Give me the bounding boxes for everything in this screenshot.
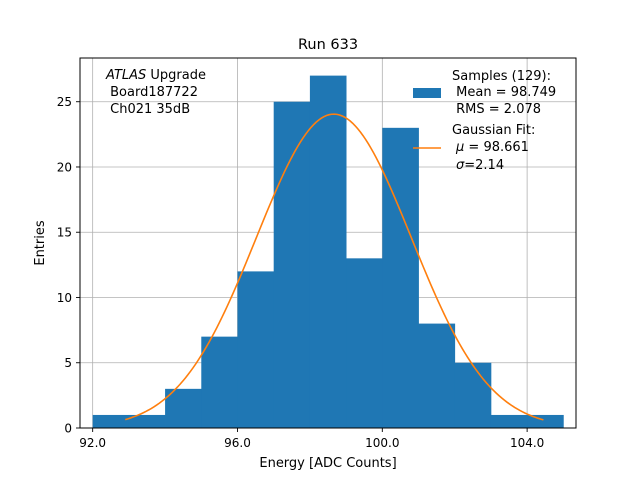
y-axis-ticks: 0 5 10 15 20 25 [57, 95, 80, 436]
plot-frame [79, 57, 577, 429]
histogram-bars [92, 75, 564, 428]
x-tick-label: 96.0 [224, 436, 251, 450]
legend-samples-line-2: Mean = 98.749 [452, 85, 556, 100]
legend-samples-line-1: Samples (129): [452, 69, 551, 84]
legend-samples-line-3: RMS = 2.078 [452, 102, 541, 117]
x-axis-ticks: 92.0 96.0 100.0 104.0 [79, 428, 544, 450]
annotation-line-1: ATLAS Upgrade [105, 68, 206, 83]
histogram-bar [454, 362, 492, 428]
legend-fit-line-1: Gaussian Fit: [452, 123, 535, 138]
histogram-bar [237, 271, 275, 428]
histogram-bar [128, 414, 166, 428]
histogram-bar [490, 414, 528, 428]
legend-fit-line-2: μ = 98.661 [455, 140, 529, 155]
annotation-upgrade: Upgrade [146, 68, 206, 83]
y-tick-label: 15 [57, 226, 72, 240]
x-tick-label: 100.0 [365, 436, 399, 450]
chart-title: Run 633 [298, 37, 358, 53]
histogram-bar [165, 388, 202, 428]
legend-fit-line-3: σ=2.14 [456, 158, 504, 173]
annotation-line-2: Board187722 [106, 85, 198, 100]
y-axis-label: Entries [33, 220, 48, 266]
legend-swatch-samples [413, 88, 441, 98]
x-axis-label: Energy [ADC Counts] [259, 456, 396, 471]
annotation-atlas: ATLAS [105, 68, 146, 83]
y-tick-label: 20 [57, 160, 72, 174]
gaussian-fit-curve [125, 113, 544, 421]
legend-fit-mu-value: = 98.661 [464, 140, 529, 155]
legend-fit-mu-symbol: μ [455, 140, 464, 155]
histogram-bar [418, 323, 456, 428]
annotation-line-3: Ch021 35dB [106, 102, 190, 117]
histogram-bar [92, 414, 130, 428]
legend: Samples (129): Mean = 98.749 RMS = 2.078… [413, 69, 556, 173]
y-tick-label: 5 [64, 356, 72, 370]
annotation: ATLAS Upgrade Board187722 Ch021 35dB [105, 68, 206, 117]
histogram-bar [346, 258, 383, 428]
histogram-bar [309, 75, 347, 428]
histogram-bar [382, 127, 419, 428]
histogram-bar [273, 101, 311, 428]
gaussian-fit [125, 113, 544, 421]
y-tick-label: 25 [57, 95, 72, 109]
x-tick-label: 92.0 [79, 436, 106, 450]
legend-fit-sigma-value: =2.14 [464, 158, 504, 173]
x-tick-label: 104.0 [510, 436, 544, 450]
legend-fit-sigma-symbol: σ [456, 158, 465, 173]
y-tick-label: 10 [57, 291, 72, 305]
y-tick-label: 0 [64, 422, 72, 436]
histogram-bar [201, 336, 238, 428]
